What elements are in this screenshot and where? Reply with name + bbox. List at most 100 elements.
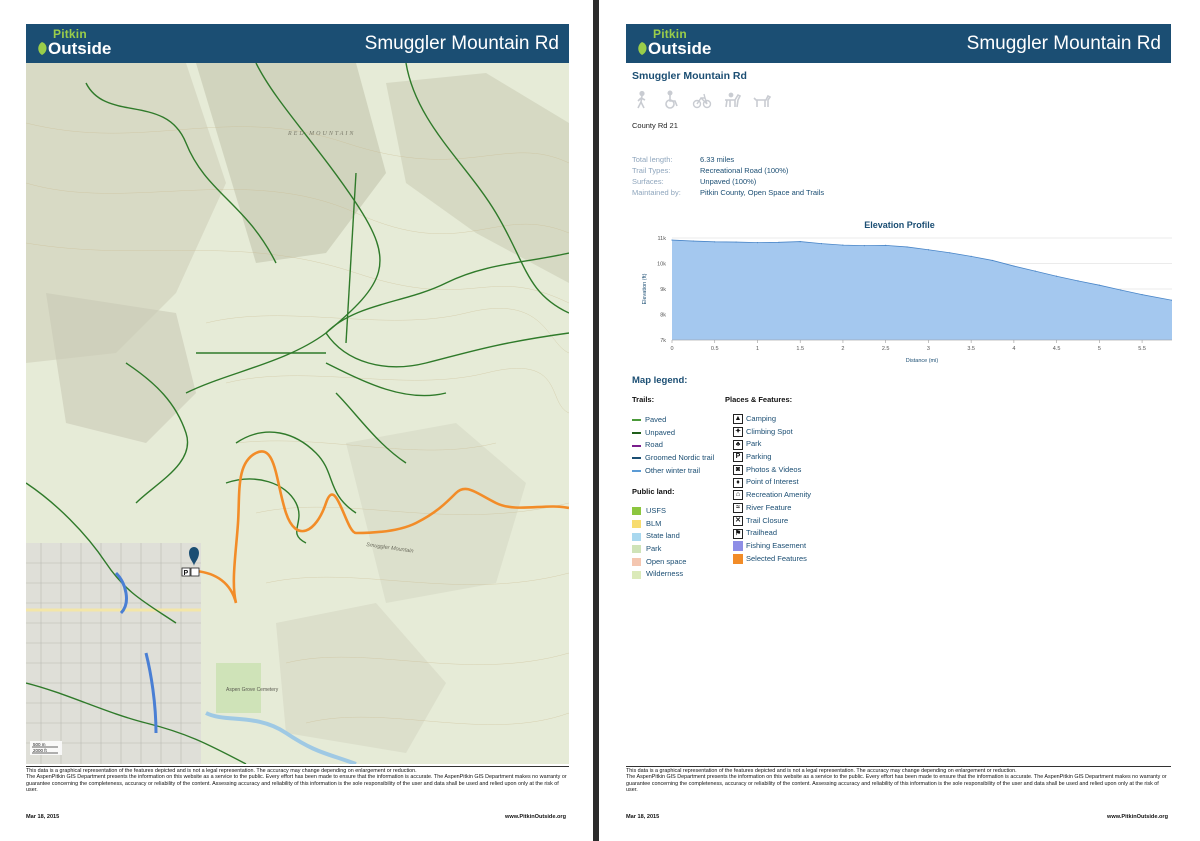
legend-title: Map legend: bbox=[632, 375, 688, 386]
elevation-point bbox=[949, 252, 951, 254]
map-label-cemetery: Aspen Grove Cemetery bbox=[226, 687, 279, 693]
elevation-point bbox=[1098, 284, 1100, 286]
footer-url[interactable]: www.PitkinOutside.org bbox=[505, 814, 567, 820]
elevation-line bbox=[671, 239, 1172, 301]
horse-icon bbox=[725, 92, 742, 108]
elevation-point bbox=[1120, 289, 1122, 291]
climbing-icon: ✦ bbox=[733, 427, 743, 438]
legend-feature-item: ✕ Trail Closure bbox=[733, 515, 811, 528]
x-tick-label: 1.5 bbox=[796, 346, 804, 352]
camping-icon: ▲ bbox=[733, 414, 743, 425]
svg-text:2000 ft: 2000 ft bbox=[33, 748, 48, 753]
fishing-easement-icon bbox=[733, 541, 743, 552]
legend-public-land-list: USFS BLM State land Park Open space Wildernes… bbox=[632, 505, 686, 581]
legend-label: State land bbox=[646, 531, 680, 541]
legend-trail-item: Road bbox=[632, 439, 714, 452]
pitkin-outside-logo[interactable]: Pitkin Outside bbox=[34, 27, 114, 61]
legend-feature-item: P Parking bbox=[733, 451, 811, 464]
elevation-point bbox=[1056, 275, 1058, 277]
x-tick-label: 0 bbox=[670, 346, 673, 352]
x-tick-label: 5 bbox=[1098, 346, 1101, 352]
logo-outside-text: Outside bbox=[648, 39, 712, 58]
elevation-point bbox=[842, 244, 844, 246]
elevation-point bbox=[1034, 270, 1036, 272]
legend-feature-item: Fishing Easement bbox=[733, 540, 811, 553]
legend-label: Point of Interest bbox=[746, 477, 799, 487]
elevation-point bbox=[1013, 265, 1015, 267]
footer-date: Mar 18, 2015 bbox=[26, 814, 60, 820]
camera-icon: ◙ bbox=[733, 465, 743, 476]
legend-feature-item: ≈ River Feature bbox=[733, 502, 811, 515]
winter-trail bbox=[114, 571, 158, 734]
legend-box-swatch bbox=[632, 545, 641, 554]
legend-box-swatch bbox=[632, 532, 641, 541]
fact-row: Total length: 6.33 miles bbox=[632, 155, 735, 164]
dog-icon bbox=[753, 94, 772, 107]
elevation-chart[interactable]: 7k 8k 9k 10k 11k 0 0.5 1 1.5 2 2.5 3 3.5 4 4.5 5 5.5 Dist… bbox=[632, 232, 1172, 368]
details-page: Pitkin Outside Smuggler Mountain Rd Smug… bbox=[599, 0, 1200, 841]
elevation-point bbox=[927, 249, 930, 251]
legend-feature-item: Selected Features bbox=[733, 553, 811, 566]
legend-land-item: Open space bbox=[632, 556, 686, 569]
legend-box-swatch bbox=[632, 520, 641, 529]
logo-pitkin-text: Pitkin bbox=[53, 27, 87, 41]
legend-label: Open space bbox=[646, 556, 687, 566]
legend-label: Unpaved bbox=[645, 427, 676, 437]
legend-label: Camping bbox=[746, 414, 777, 423]
elevation-point bbox=[714, 241, 716, 243]
legend-label: Park bbox=[646, 544, 662, 554]
legend-feature-item: ◙ Photos & Videos bbox=[733, 464, 811, 477]
page-divider bbox=[593, 0, 599, 841]
elevation-point bbox=[1077, 280, 1079, 282]
elevation-point bbox=[906, 246, 908, 248]
x-tick-label: 3 bbox=[927, 346, 930, 352]
disclaimer-right: This data is a graphical representation … bbox=[626, 766, 1171, 794]
trail-name: Smuggler Mountain Rd bbox=[632, 70, 747, 82]
svg-text:P: P bbox=[184, 570, 189, 577]
legend-line-swatch bbox=[632, 432, 641, 435]
map-label-red-mountain: RED MOUNTAIN bbox=[287, 131, 355, 137]
elevation-point bbox=[820, 243, 823, 245]
legend-label: Recreation Amenity bbox=[746, 490, 812, 500]
accessible-icon bbox=[665, 90, 678, 109]
trail-map[interactable]: P RED MOUNTAIN Smuggler Mountain Aspen G… bbox=[26, 63, 569, 764]
leaf-icon bbox=[38, 42, 47, 55]
legend-label: Climbing Spot bbox=[746, 426, 793, 436]
elevation-point bbox=[885, 244, 887, 246]
header-banner: Pitkin Outside Smuggler Mountain Rd bbox=[626, 24, 1171, 63]
alternate-name: County Rd 21 bbox=[632, 121, 678, 130]
town-grid bbox=[26, 543, 201, 764]
legend-trails-heading: Trails: bbox=[632, 395, 655, 404]
legend-line-swatch bbox=[632, 457, 641, 460]
elevation-point bbox=[1141, 294, 1143, 296]
elevation-point bbox=[692, 240, 694, 242]
elevation-point bbox=[799, 240, 801, 243]
elevation-point bbox=[991, 259, 994, 262]
legend-label: Trailhead bbox=[746, 528, 777, 538]
elevation-point bbox=[756, 241, 759, 244]
header-banner: Pitkin Outside Smuggler Mountain Rd bbox=[26, 24, 569, 63]
legend-feature-item: ♣ Park bbox=[733, 438, 811, 451]
y-tick-label: 9k bbox=[660, 287, 666, 293]
legend-features-list: ▲ Camping ✦ Climbing Spot ♣ Park P Parking ◙ Phot… bbox=[733, 413, 811, 565]
legend-trails-list: Paved Unpaved Road Groomed Nordic trail Othe… bbox=[632, 414, 714, 477]
pitkin-outside-logo[interactable]: Pitkin Outside bbox=[634, 27, 714, 61]
x-tick-label: 2 bbox=[841, 346, 844, 352]
legend-label: Parking bbox=[746, 452, 772, 462]
x-tick-label: 4 bbox=[1012, 346, 1015, 352]
x-tick-label: 2.5 bbox=[882, 346, 890, 352]
elevation-point bbox=[671, 239, 673, 241]
trailhead-icon: ⚑ bbox=[733, 528, 743, 539]
elevation-point bbox=[970, 255, 972, 257]
x-tick-label: 0.5 bbox=[711, 346, 719, 352]
selected-trail[interactable] bbox=[195, 450, 569, 604]
footer-url[interactable]: www.PitkinOutside.org bbox=[1107, 814, 1169, 820]
page-title: Smuggler Mountain Rd bbox=[364, 33, 559, 54]
trailhead-marker[interactable]: P bbox=[181, 547, 200, 577]
selected-features-icon bbox=[733, 553, 743, 564]
y-axis-label: Elevation (ft) bbox=[642, 273, 648, 304]
x-axis-label: Distance (mi) bbox=[906, 358, 939, 364]
legend-trail-item: Unpaved bbox=[632, 427, 714, 440]
legend-feature-item: ⌂ Recreation Amenity bbox=[733, 489, 811, 502]
fact-row: Surfaces: Unpaved (100%) bbox=[632, 177, 757, 186]
